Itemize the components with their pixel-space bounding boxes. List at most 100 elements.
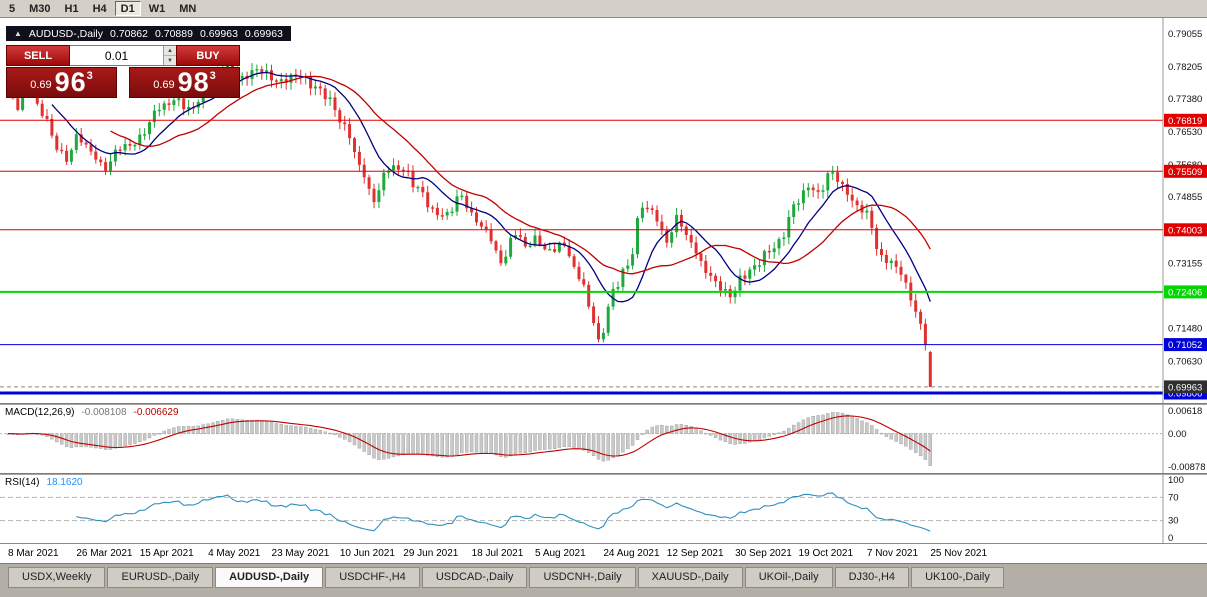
price-tick-label: 0.71480 <box>1168 323 1202 334</box>
price-tick-label: 0.76530 <box>1168 127 1202 138</box>
sell-price-prefix: 0.69 <box>30 79 52 91</box>
buy-price-big-digits: 98 <box>177 67 210 97</box>
chart-tab-dj30-h4[interactable]: DJ30-,H4 <box>834 567 910 588</box>
rsi-axis-label: 0 <box>1168 533 1173 543</box>
chart-tab-audusd-daily[interactable]: AUDUSD-,Daily <box>215 567 324 588</box>
macd-axis-label: 0.00618 <box>1168 406 1202 417</box>
ohlc-high-value: 0.70889 <box>154 27 193 40</box>
ma-blue-line <box>51 71 931 303</box>
buy-price-button[interactable]: 0.69 98 3 <box>129 67 240 98</box>
ohlc-open-value: 0.70862 <box>110 27 148 40</box>
macd-chart[interactable]: 0.00618 0.00 -0.00878 <box>0 405 1207 473</box>
panel-splitter[interactable] <box>0 473 1207 475</box>
macd-label-row: MACD(12,26,9) -0.008108 -0.006629 <box>5 407 179 418</box>
chart-tab-usdcnh-daily[interactable]: USDCNH-,Daily <box>529 567 636 588</box>
timeframe-button-w1[interactable]: W1 <box>148 3 166 15</box>
date-label: 18 Jul 2021 <box>471 548 524 559</box>
price-badge <box>1164 285 1207 299</box>
main-chart-panel: 0.790550.782050.773800.765300.756800.748… <box>0 18 1207 403</box>
rsi-axis-label: 70 <box>1168 492 1179 503</box>
price-tick-label: 0.70630 <box>1168 357 1202 368</box>
buy-price-pipette: 3 <box>209 70 216 82</box>
rsi-indicator-name: RSI(14) <box>5 477 40 488</box>
date-label: 4 May 2021 <box>208 548 261 559</box>
price-badge-label: 0.75509 <box>1168 167 1202 178</box>
date-label: 7 Nov 2021 <box>866 548 919 559</box>
macd-signal-value: -0.006629 <box>133 407 179 418</box>
chart-tabs-bar: USDX,Weekly EURUSD-,Daily AUDUSD-,Daily USD… <box>0 563 1207 597</box>
price-tick-label: 0.73155 <box>1168 258 1202 269</box>
ohlc-header: ▲ AUDUSD-,Daily 0.70862 0.70889 0.69963 … <box>6 26 291 41</box>
macd-axis-label: 0.00 <box>1168 429 1187 440</box>
buy-price-prefix: 0.69 <box>153 79 175 91</box>
price-badge <box>1164 380 1207 394</box>
date-label: 24 Aug 2021 <box>603 548 660 559</box>
chart-tab-xauusd-daily[interactable]: XAUUSD-,Daily <box>637 567 743 588</box>
panel-splitter[interactable] <box>0 403 1207 405</box>
volume-spinner: ▲ ▼ <box>163 46 176 65</box>
timeframe-button-h4[interactable]: H4 <box>92 3 107 15</box>
date-label: 12 Sep 2021 <box>666 548 724 559</box>
timeframe-button-h1[interactable]: H1 <box>64 3 79 15</box>
price-badge <box>1164 113 1207 127</box>
date-label: 26 Mar 2021 <box>76 548 133 559</box>
price-badge-label: 0.76819 <box>1168 116 1202 127</box>
ohlc-low-value: 0.69963 <box>199 27 238 40</box>
chart-tab-eurusd-daily[interactable]: EURUSD-,Daily <box>107 567 214 588</box>
date-label: 23 May 2021 <box>271 548 330 559</box>
price-chart[interactable]: 0.790550.782050.773800.765300.756800.748… <box>0 18 1207 403</box>
date-label: 15 Apr 2021 <box>139 548 194 559</box>
volume-increase-button[interactable]: ▲ <box>164 46 176 56</box>
sell-price-pipette: 3 <box>86 70 93 82</box>
sell-price-button[interactable]: 0.69 96 3 <box>6 67 117 98</box>
ma-red-line <box>110 75 931 275</box>
rsi-panel: 100 70 30 0 RSI(14) 18.1620 <box>0 475 1207 543</box>
volume-decrease-button[interactable]: ▼ <box>164 56 176 65</box>
price-badge-label: 0.71052 <box>1168 340 1202 351</box>
volume-box: ▲ ▼ <box>70 45 176 66</box>
chart-tab-usdcad-daily[interactable]: USDCAD-,Daily <box>421 567 528 588</box>
timeframe-button-d1[interactable]: D1 <box>114 1 141 16</box>
timeframe-button-m30[interactable]: M30 <box>29 3 51 15</box>
timeframe-toolbar: 5 M30 H1 H4 D1 W1 MN <box>0 0 1207 18</box>
panel-toggle-icon[interactable]: ▲ <box>14 29 22 38</box>
date-label: 25 Nov 2021 <box>930 548 988 559</box>
one-click-trading-panel: SELL ▲ ▼ BUY 0.69 96 3 0.69 <box>6 45 240 98</box>
volume-input[interactable] <box>70 46 163 65</box>
rsi-value: 18.1620 <box>46 477 83 488</box>
sell-price-big-digits: 96 <box>54 67 87 97</box>
buy-button[interactable]: BUY <box>176 45 240 66</box>
chart-tab-uk100-daily[interactable]: UK100-,Daily <box>911 567 1004 588</box>
chart-tab-ukoil-daily[interactable]: UKOil-,Daily <box>744 567 833 588</box>
price-badge <box>1164 164 1207 178</box>
timeframe-button-mn[interactable]: MN <box>179 3 197 15</box>
rsi-label-row: RSI(14) 18.1620 <box>5 477 83 488</box>
ohlc-close-value: 0.69963 <box>244 27 283 40</box>
macd-indicator-name: MACD(12,26,9) <box>5 407 75 418</box>
time-axis[interactable]: 8 Mar 2021 26 Mar 2021 15 Apr 2021 4 May 20… <box>0 543 1207 563</box>
date-label: 19 Oct 2021 <box>798 548 854 559</box>
price-badge <box>1164 338 1207 352</box>
chart-tab-usdchf-h4[interactable]: USDCHF-,H4 <box>325 567 420 588</box>
price-tick-label: 0.79055 <box>1168 29 1202 40</box>
chart-tab-usdx-weekly[interactable]: USDX,Weekly <box>8 567 106 588</box>
price-tick-label: 0.77380 <box>1168 94 1202 105</box>
sell-button[interactable]: SELL <box>6 45 70 66</box>
candlestick-series <box>6 59 932 387</box>
price-badge-label: 0.69963 <box>1168 382 1202 393</box>
chart-symbol-label: AUDUSD-,Daily <box>28 27 104 40</box>
macd-main-value: -0.008108 <box>81 407 127 418</box>
timeframe-button-5[interactable]: 5 <box>9 3 16 15</box>
macd-signal-line <box>7 415 931 457</box>
price-badge-label: 0.69806 <box>1168 389 1202 400</box>
price-axis-ticks: 0.790550.782050.773800.765300.756800.748… <box>1168 29 1202 368</box>
macd-panel: 0.00618 0.00 -0.00878 MACD(12,26,9) -0.008… <box>0 405 1207 473</box>
date-label: 10 Jun 2021 <box>339 548 395 559</box>
rsi-axis-label: 30 <box>1168 516 1179 527</box>
date-label: 29 Jun 2021 <box>403 548 459 559</box>
macd-histogram <box>6 412 932 466</box>
price-badge-label: 0.74003 <box>1168 225 1202 236</box>
rsi-chart[interactable]: 100 70 30 0 <box>0 475 1207 543</box>
price-tick-label: 0.74855 <box>1168 192 1202 203</box>
